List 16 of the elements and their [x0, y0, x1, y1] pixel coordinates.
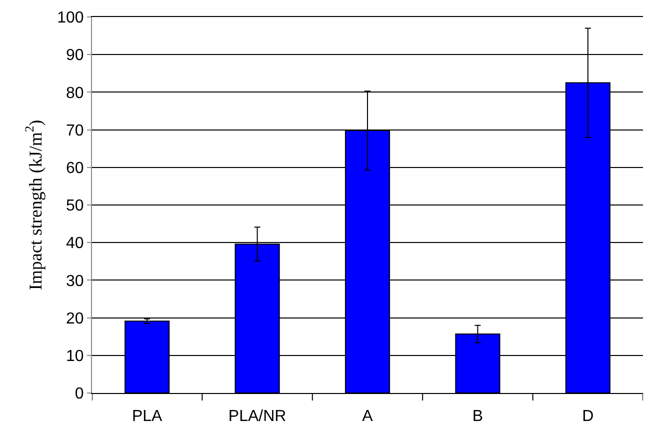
y-tick-label: 60 — [66, 160, 84, 177]
y-tick-label: 70 — [66, 122, 84, 140]
y-tick-label: 30 — [66, 272, 84, 290]
x-tick-label: D — [582, 408, 594, 426]
x-tick-label: PLA — [132, 408, 163, 426]
y-tick-label: 40 — [66, 235, 84, 252]
y-tick-label: 0 — [74, 386, 84, 403]
y-tick-label: 50 — [66, 198, 84, 215]
y-tick-label: 90 — [66, 47, 84, 64]
y-tick-label: 10 — [66, 348, 84, 365]
y-tick-label: 80 — [66, 84, 84, 102]
x-tick-label: PLA/NR — [228, 408, 286, 426]
y-tick-label: 20 — [66, 310, 84, 328]
x-tick-label: A — [362, 408, 374, 426]
x-tick-label: B — [472, 408, 484, 426]
y-tick-label: 100 — [57, 10, 84, 27]
